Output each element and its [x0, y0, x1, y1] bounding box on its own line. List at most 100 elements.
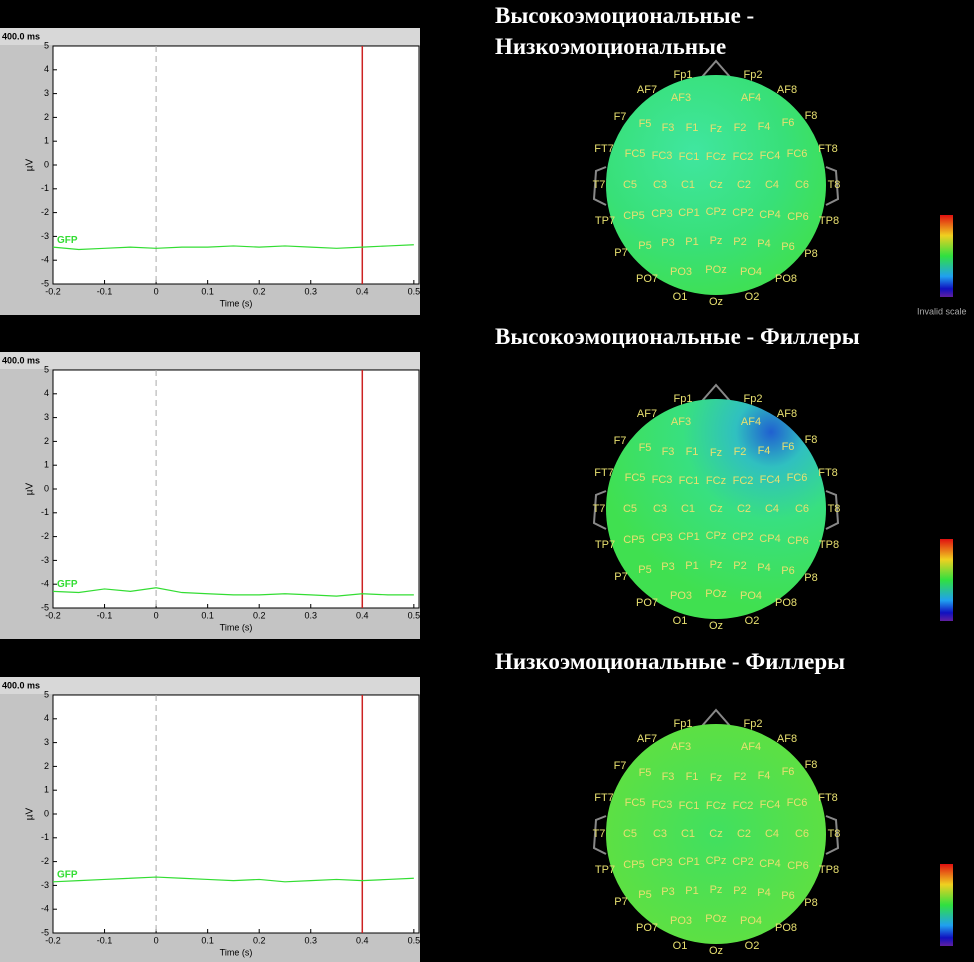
y-tick-label: -1	[41, 507, 49, 517]
plot-area	[52, 694, 420, 934]
electrode-label: FC1	[679, 800, 700, 812]
y-tick-label: 3	[44, 412, 49, 422]
electrode-label: FC3	[652, 150, 673, 162]
electrode-label: FC6	[787, 797, 808, 809]
y-tick-label: -4	[41, 904, 49, 914]
electrode-label: F2	[734, 446, 747, 458]
electrode-label: CP3	[651, 208, 672, 220]
electrode-label: P5	[638, 889, 651, 901]
electrode-label: F3	[662, 122, 675, 134]
topomap	[606, 399, 826, 619]
electrode-label: PO4	[740, 915, 762, 927]
colorbar	[940, 539, 953, 621]
electrode-label: Fp1	[674, 69, 693, 81]
electrode-label: FC4	[760, 150, 781, 162]
electrode-label: P4	[757, 562, 770, 574]
plot-area	[52, 45, 420, 285]
electrode-label: CP4	[759, 209, 780, 221]
electrode-label: C3	[653, 179, 667, 191]
electrode-label: P1	[685, 560, 698, 572]
electrode-label: CP2	[732, 856, 753, 868]
colorbar	[940, 215, 953, 297]
electrode-label: P3	[661, 886, 674, 898]
electrode-label: FC2	[733, 800, 754, 812]
electrode-label: P1	[685, 236, 698, 248]
y-tick-label: 4	[44, 713, 49, 723]
electrode-label: C5	[623, 503, 637, 515]
x-tick-label: 0.4	[356, 286, 369, 296]
electrode-label: F7	[614, 435, 627, 447]
electrode-label: TP8	[819, 864, 839, 876]
y-tick-label: -2	[41, 531, 49, 541]
electrode-label: F4	[758, 121, 771, 133]
y-tick-label: 1	[44, 460, 49, 470]
electrode-label: F8	[805, 434, 818, 446]
electrode-label: P2	[733, 885, 746, 897]
electrode-label: FC3	[652, 799, 673, 811]
electrode-label: C1	[681, 179, 695, 191]
electrode-label: P6	[781, 890, 794, 902]
y-tick-label: 5	[44, 689, 49, 699]
electrode-label: P7	[614, 896, 627, 908]
electrode-label: C6	[795, 503, 809, 515]
x-tick-label: -0.2	[45, 610, 61, 620]
electrode-label: CP1	[678, 531, 699, 543]
electrode-label: TP7	[595, 539, 615, 551]
y-tick-label: -3	[41, 231, 49, 241]
electrode-label: O1	[673, 940, 688, 952]
electrode-label: P5	[638, 240, 651, 252]
electrode-label: PO7	[636, 273, 658, 285]
electrode-label: PO4	[740, 590, 762, 602]
electrode-label: T7	[593, 503, 606, 515]
y-tick-label: -2	[41, 856, 49, 866]
electrode-label: FC4	[760, 474, 781, 486]
electrode-label: F4	[758, 445, 771, 457]
map-title: Высокоэмоциональные - Низкоэмоциональные	[495, 3, 755, 59]
series-label: GFP	[57, 579, 78, 590]
x-tick-label: 0.5	[408, 610, 421, 620]
electrode-label: T8	[828, 828, 841, 840]
electrode-label: FC6	[787, 472, 808, 484]
y-tick-label: -2	[41, 207, 49, 217]
electrode-label: F7	[614, 111, 627, 123]
electrode-label: Fz	[710, 772, 722, 784]
electrode-label: AF3	[671, 92, 691, 104]
electrode-label: F1	[686, 122, 699, 134]
electrode-label: T8	[828, 503, 841, 515]
electrode-label: F5	[639, 442, 652, 454]
y-tick-label: 3	[44, 88, 49, 98]
electrode-label: FT8	[818, 467, 838, 479]
electrode-label: F3	[662, 446, 675, 458]
y-tick-label: 3	[44, 737, 49, 747]
gfp-line	[52, 244, 414, 251]
x-tick-label: 0	[154, 286, 159, 296]
electrode-label: O2	[745, 940, 760, 952]
electrode-label: FT8	[818, 792, 838, 804]
electrode-label: F6	[782, 441, 795, 453]
electrode-label: C3	[653, 503, 667, 515]
y-tick-label: -3	[41, 555, 49, 565]
electrode-label: O2	[745, 291, 760, 303]
electrode-label: P4	[757, 238, 770, 250]
plot-area	[52, 369, 420, 609]
electrode-label: F1	[686, 446, 699, 458]
x-tick-label: 0.5	[408, 286, 421, 296]
y-tick-label: 4	[44, 64, 49, 74]
electrode-label: F5	[639, 118, 652, 130]
head-nose	[701, 708, 731, 727]
electrode-label: C2	[737, 503, 751, 515]
electrode-label: CP6	[787, 535, 808, 547]
x-tick-label: 0.4	[356, 935, 369, 945]
electrode-label: CP5	[623, 859, 644, 871]
y-tick-label: 4	[44, 388, 49, 398]
head-ear-right	[825, 166, 840, 206]
x-axis-label: Time (s)	[220, 298, 253, 308]
y-tick-label: 5	[44, 364, 49, 374]
header-bar	[0, 28, 420, 45]
electrode-label: O2	[745, 615, 760, 627]
electrode-label: F6	[782, 766, 795, 778]
electrode-label: P3	[661, 561, 674, 573]
electrode-label: FC4	[760, 799, 781, 811]
head-ear-left	[592, 490, 607, 530]
